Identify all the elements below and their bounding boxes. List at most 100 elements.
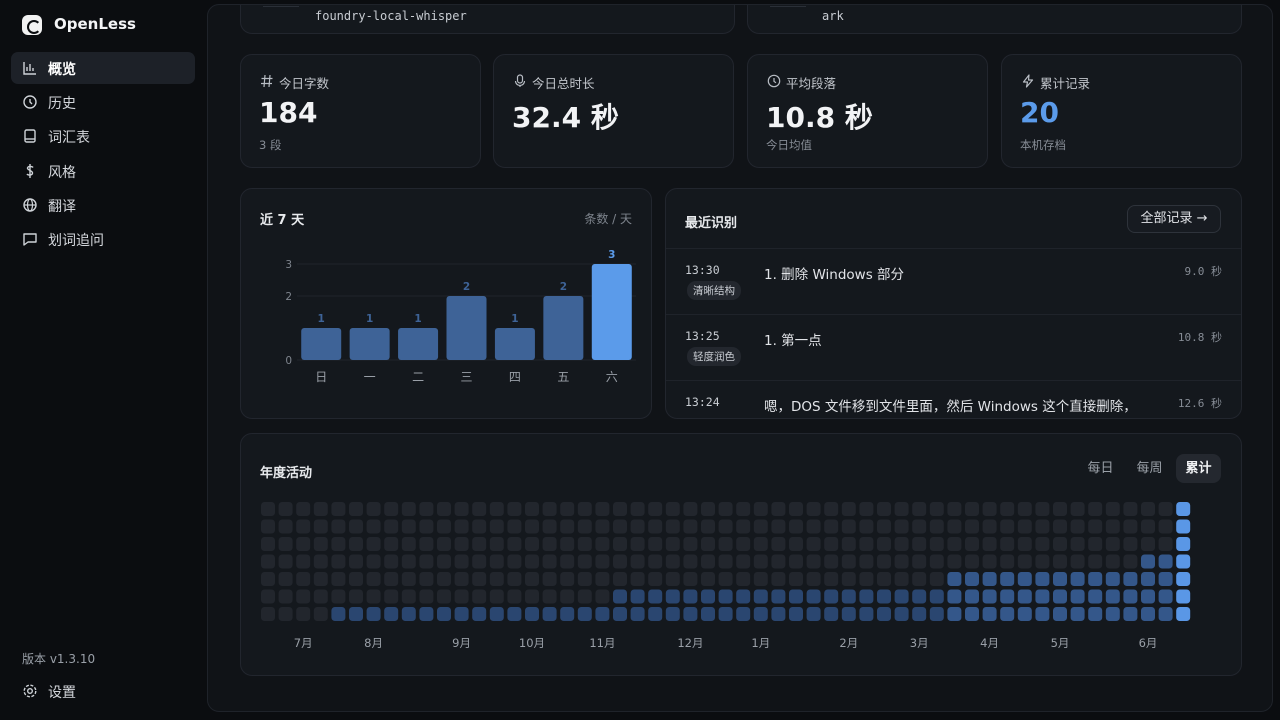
stat-label: 累计记录 [1040, 76, 1091, 91]
heat-cell [1070, 607, 1085, 621]
heat-cell [789, 589, 803, 604]
heat-cell [789, 502, 803, 516]
heat-cell [313, 554, 328, 569]
heat-cell [1000, 607, 1015, 621]
nav-item[interactable]: 划词追问 [11, 223, 195, 255]
nav-item[interactable]: 概览 [11, 52, 195, 84]
tab[interactable]: 每周 [1136, 461, 1163, 476]
settings-button[interactable]: 设置 [11, 675, 195, 705]
heat-cell [841, 519, 856, 534]
recent-item[interactable]: 13:25 轻度润色 1. 第一点 10.8 秒 [666, 314, 1241, 380]
heat-cell [701, 554, 715, 569]
heat-cell [630, 572, 645, 586]
recent-item[interactable]: 13:30 清晰结构 1. 删除 Windows 部分 9.0 秒 [666, 248, 1241, 314]
heat-cell [1158, 607, 1173, 621]
heat-cell [472, 607, 487, 621]
heat-cell [718, 502, 733, 516]
heat-cell [525, 519, 539, 534]
nav-item[interactable]: 历史 [11, 86, 195, 118]
text: 1. 第一点 [764, 333, 822, 349]
heat-cell [1088, 589, 1103, 604]
heat-cell [806, 572, 821, 586]
time: 13:24 [685, 395, 720, 409]
y-tick-label: 2 [285, 291, 292, 303]
bar [398, 328, 439, 360]
heat-cell [384, 519, 399, 534]
heat-cell [753, 572, 768, 586]
heat-cell [753, 537, 768, 551]
heat-cell [437, 502, 451, 516]
heat-cell [665, 572, 680, 586]
value-label: 2 [560, 281, 567, 293]
heat-cell [630, 554, 645, 569]
icon [24, 129, 36, 143]
text: 1. 删除 Windows 部分 [764, 267, 905, 283]
heat-cell [683, 502, 698, 516]
heat-cell [982, 607, 997, 621]
activity-tabs: 每日 每周 累计 [1078, 454, 1221, 483]
bar [301, 328, 342, 360]
heat-cell [841, 537, 856, 551]
heatmap: 7月 8月 9月 10月 11月 12月 1月 2月 3月 4月 5月 6月 [261, 502, 1191, 650]
heat-cell [947, 519, 962, 534]
heat-cell [841, 554, 856, 569]
nav-item[interactable]: 风格 [11, 155, 195, 187]
sidebar: OpenLess 概览 历史 词汇表 风格 翻译 划词追问 版本 v1.3.10… [0, 0, 207, 720]
heat-cell [1105, 502, 1120, 516]
nav-item[interactable]: 词汇表 [11, 120, 195, 152]
heat-cell [349, 519, 363, 534]
app-name: OpenLess [54, 15, 136, 33]
heat-cell [419, 607, 434, 621]
heat-cell [542, 589, 557, 604]
heat-cell [401, 572, 416, 586]
month-label: 8月 [364, 636, 383, 650]
time: 13:25 [685, 329, 720, 343]
month-label: 11月 [589, 636, 615, 650]
heat-cell [1141, 607, 1155, 621]
heat-cell [560, 537, 575, 551]
heat-cell [965, 554, 979, 569]
tab[interactable]: 每日 [1087, 461, 1114, 476]
month-label: 4月 [980, 636, 999, 650]
heat-cell [595, 572, 610, 586]
x-tick-label: 四 [509, 370, 521, 384]
heat-cell [648, 572, 663, 586]
icon [261, 74, 273, 88]
heat-cell [1123, 589, 1138, 604]
nav-item[interactable]: 翻译 [11, 189, 195, 221]
heat-cell [296, 537, 311, 551]
tab[interactable]: 累计 [1176, 454, 1221, 483]
heat-cell [1053, 572, 1067, 586]
month-label: 7月 [294, 636, 313, 650]
heat-cell [859, 502, 874, 516]
heat-cell [894, 607, 909, 621]
heat-cell [1017, 607, 1032, 621]
heat-cell [1017, 554, 1032, 569]
heat-cell [824, 519, 839, 534]
heat-cell [1158, 502, 1173, 516]
heat-cell [736, 589, 751, 604]
heat-cell [789, 572, 803, 586]
icon [1022, 74, 1034, 88]
all-records-button[interactable]: 全部记录 → [1127, 205, 1221, 233]
heat-cell [683, 519, 698, 534]
heat-cell [349, 572, 363, 586]
heat-cell [877, 589, 891, 604]
icon [23, 95, 37, 109]
recent-item[interactable]: 13:24 嗯，DOS 文件移到文件里面，然后 Windows 这个直接删除， 12… [666, 380, 1241, 418]
stat-value: 20 [1020, 96, 1059, 129]
heat-cell [1000, 554, 1015, 569]
heat-cell [525, 554, 539, 569]
main-panel: foundry-local-whisper ark 今日字数 184 3 段 今… [207, 4, 1273, 712]
heat-cell [1053, 537, 1067, 551]
heat-cell [313, 537, 328, 551]
heat-cell [912, 537, 927, 551]
heat-cell [278, 572, 293, 586]
heat-cell [349, 589, 363, 604]
x-tick-label: 二 [412, 370, 424, 384]
heat-cell [824, 554, 839, 569]
heat-cell [859, 572, 874, 586]
heat-cell [437, 572, 451, 586]
heat-cell [577, 589, 592, 604]
heat-cell [859, 607, 874, 621]
